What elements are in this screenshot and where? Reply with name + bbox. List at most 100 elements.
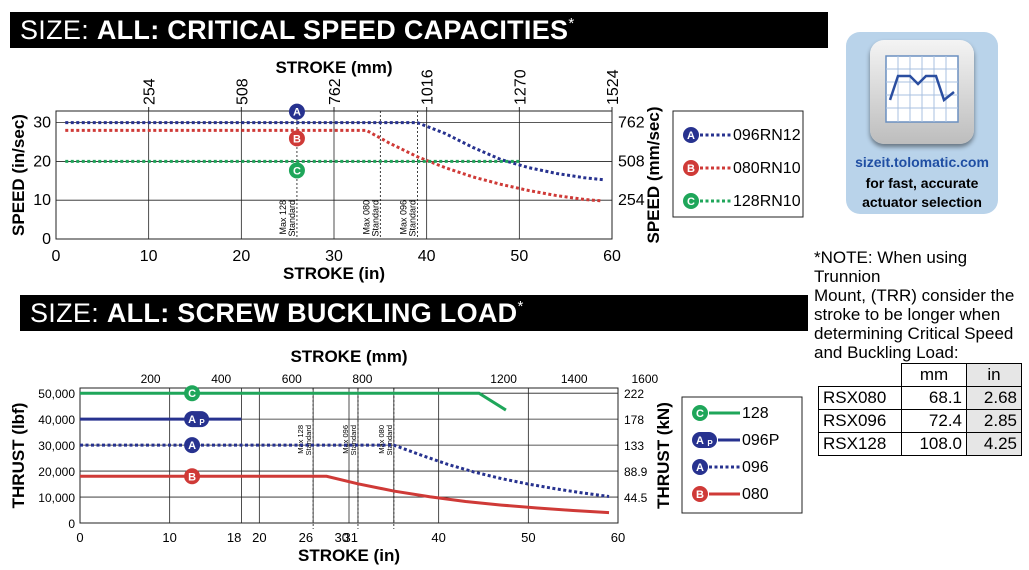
annotation-line2: Standard: [407, 200, 417, 237]
legend-badge-096RN12-letter: A: [687, 130, 695, 142]
table-cell-mm: 68.1: [901, 386, 967, 410]
annotation-line1: Max 128: [296, 425, 305, 454]
x2-tick-label: 200: [141, 372, 161, 386]
legend-badge-096-letter: A: [696, 462, 704, 474]
x-tick-label: 26: [299, 530, 313, 545]
sizeit-promo[interactable]: sizeit.tolomatic.com for fast, accurate …: [846, 32, 998, 214]
legend-label-096RN12: 096RN12: [733, 127, 801, 144]
legend-badge-096P-letter: A: [696, 435, 704, 447]
legend: A 096RN12 B 080RN10 C 128RN10: [672, 110, 804, 218]
series-badge-096-circle: [184, 437, 201, 454]
annotation-line1: Max 096: [341, 425, 350, 454]
y-tick-label: 30,000: [38, 439, 75, 453]
x2-tick-text: 762: [327, 78, 344, 105]
x-tick-label: 40: [431, 530, 445, 545]
series-badge-128-circle: [184, 385, 201, 402]
x-axis-title: STROKE (in): [283, 264, 385, 283]
y2-tick-label: 133: [624, 439, 644, 453]
trunnion-stroke-table: mm in RSX080 68.1 2.68 RSX096 72.4 2.85 …: [818, 363, 1022, 456]
legend-badge-128-circle: [692, 405, 708, 421]
annotation-line2: Standard: [287, 200, 297, 237]
x-tick-label: 31: [343, 530, 357, 545]
section-header-critical-speed: SIZE: ALL: CRITICAL SPEED CAPACITIES*: [10, 12, 828, 48]
legend-badge-128RN10: C: [683, 193, 699, 209]
table-header-cell: mm: [901, 363, 967, 387]
series-line-080: [80, 474, 610, 515]
x-tick-label: 60: [611, 530, 625, 545]
header-prefix: SIZE:: [20, 15, 97, 45]
series-badge-128RN10-circle: [288, 162, 305, 179]
table-cell-in: 2.85: [966, 409, 1022, 433]
y-axis-title: THRUST (lbf): [9, 403, 28, 509]
series-badge-128RN10-letter: C: [293, 165, 301, 177]
max-standard-label: Max 096 Standard: [398, 200, 417, 237]
x2-axis-title: STROKE (mm): [290, 347, 407, 366]
legend: C 128 AAP 096P A 096 B 080: [681, 396, 803, 514]
promo-url[interactable]: sizeit.tolomatic.com: [855, 154, 989, 170]
legend-badge-080RN10-circle: [683, 160, 699, 176]
chart-2: Max 128 Standard Max 096 Standard Max 080 Sta…: [9, 347, 803, 565]
table-header-cell: in: [966, 363, 1022, 387]
y2-tick-label: 88.9: [624, 465, 648, 479]
table-row: RSX080 68.1 2.68: [818, 386, 1022, 410]
series-badge-080-letter: B: [188, 471, 196, 483]
x2-tick-text: 508: [234, 78, 251, 105]
annotation-line2: Standard: [349, 425, 358, 455]
header-title: ALL: CRITICAL SPEED CAPACITIES: [96, 15, 569, 45]
y2-tick-label: 44.5: [624, 491, 648, 505]
legend-label-080: 080: [742, 486, 769, 503]
table-cell-in: 4.25: [966, 432, 1022, 456]
x2-tick-label: 254: [142, 78, 159, 105]
y-tick-label: 0: [68, 517, 75, 531]
series-badge-096P-letter: A: [188, 414, 196, 426]
series-line-096RN12: [65, 121, 603, 182]
chart-key-icon: [870, 40, 974, 144]
y2-tick-label: 222: [624, 387, 644, 401]
annotation-line1: Max 080: [361, 200, 371, 235]
y2-tick-label: 508: [618, 153, 645, 170]
annotation-line2: Standard: [370, 200, 380, 237]
series-badge-080-circle: [184, 468, 201, 485]
y2-tick-label: 254: [618, 192, 645, 209]
x-tick-label: 30: [325, 248, 343, 265]
legend-badge-080: B: [692, 486, 708, 502]
annotation-line2: Standard: [304, 425, 313, 455]
legend-badge-096P: AAP: [692, 432, 717, 448]
y-tick-label: 40,000: [38, 413, 75, 427]
series-badge-128: C: [184, 385, 201, 402]
header-prefix: SIZE:: [30, 298, 107, 328]
table-row: RSX128 108.0 4.25: [818, 432, 1022, 456]
y2-axis-title: SPEED (mm/sec): [644, 107, 663, 244]
y2-tick-label: 178: [624, 413, 644, 427]
series-badge-128-letter: C: [188, 388, 196, 400]
series-badge-096P-pill: [185, 411, 210, 428]
y2-axis-title-text: THRUST (kN): [654, 402, 673, 509]
series-line-080RN10: [65, 128, 603, 203]
x-tick-label: 0: [76, 530, 83, 545]
x2-tick-label: 1270: [512, 69, 529, 105]
legend-label-096: 096: [742, 459, 769, 476]
x-tick-label: 0: [52, 248, 61, 265]
x2-tick-label: 1600: [631, 372, 658, 386]
y2-axis-title-text: SPEED (mm/sec): [644, 107, 663, 244]
legend-badge-080-circle: [692, 486, 708, 502]
legend-label-080RN10: 080RN10: [733, 160, 801, 177]
legend-badge-128-letter: C: [696, 408, 704, 420]
y-tick-label: 10: [33, 192, 51, 209]
y2-axis-title: THRUST (kN): [654, 402, 673, 509]
x2-tick-text: 1270: [512, 69, 529, 105]
legend-badge-096P-pill: [693, 432, 717, 448]
x-tick-label: 60: [603, 248, 621, 265]
x2-tick-label: 400: [211, 372, 231, 386]
x-tick-label: 30: [335, 530, 349, 545]
header-asterisk: *: [568, 15, 575, 32]
table-cell-mm: 72.4: [901, 409, 967, 433]
header-title: ALL: SCREW BUCKLING LOAD: [106, 298, 518, 328]
series-badge-096RN12-letter: A: [293, 107, 301, 119]
y-axis-title: SPEED (in/sec): [9, 114, 28, 236]
annotation-line1: Max 096: [398, 200, 408, 235]
y-tick-label: 30: [33, 115, 51, 132]
table-cell-model: RSX128: [818, 432, 902, 456]
y2-tick-label: 762: [618, 115, 645, 132]
